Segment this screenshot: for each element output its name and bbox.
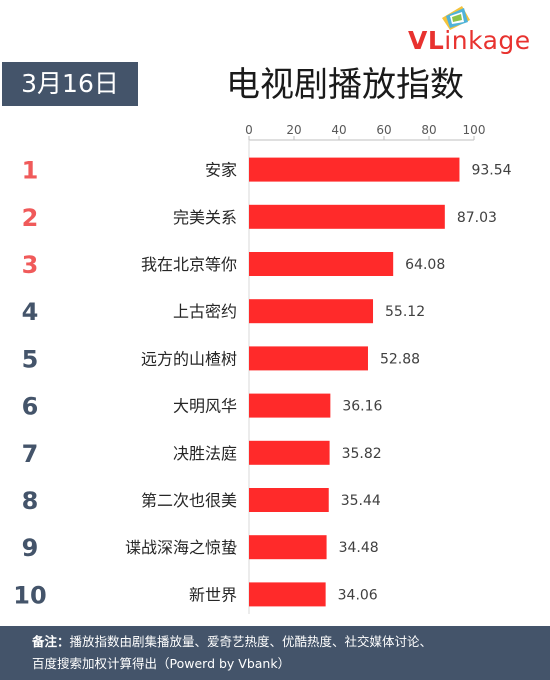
- chart-row: 3 我在北京等你 64.08: [22, 251, 446, 279]
- category-label: 上古密约: [173, 302, 237, 321]
- bar: [249, 488, 329, 512]
- bar: [249, 440, 330, 465]
- data-label: 64.08: [405, 257, 445, 273]
- data-label: 35.44: [341, 493, 381, 509]
- category-label: 第二次也很美: [141, 491, 237, 510]
- category-label: 完美关系: [173, 208, 237, 227]
- footer-line-1: 播放指数由剧集播放量、爱奇艺热度、优酷热度、社交媒体讨论、: [69, 634, 433, 649]
- data-label: 87.03: [457, 210, 497, 226]
- chart-row: 9 谍战深海之惊蛰 34.48: [22, 534, 379, 562]
- data-label: 34.06: [338, 587, 378, 603]
- footer-label: 备注：: [32, 634, 70, 649]
- chart-row: 6 大明风华 36.16: [22, 393, 383, 421]
- x-tick-label: 60: [376, 123, 391, 137]
- rank-number: 9: [22, 534, 39, 562]
- chart-row: 5 远方的山楂树 52.88: [22, 345, 420, 373]
- bar: [249, 535, 327, 560]
- data-label: 52.88: [380, 351, 420, 367]
- rank-number: 1: [22, 157, 39, 185]
- category-label: 大明风华: [173, 397, 237, 416]
- x-tick-label: 100: [463, 123, 486, 137]
- chart-row: 7 决胜法庭 35.82: [22, 440, 382, 468]
- category-label: 我在北京等你: [141, 255, 237, 274]
- bar-chart: 0 20 40 60 80 100 1 安家 93.542 完美关系 87.033 我在北京等你 64…: [13, 123, 512, 614]
- logo-text: VLinkage: [408, 26, 531, 55]
- x-tick-label: 40: [331, 123, 346, 137]
- logo-mark-icon: [442, 6, 470, 30]
- data-label: 55.12: [385, 304, 425, 320]
- vlinkage-logo: VLinkage: [408, 4, 546, 56]
- data-label: 35.82: [342, 446, 382, 462]
- chart-row: 1 安家 93.54: [22, 157, 512, 185]
- footer-line-2: 百度搜索加权计算得出（Powerd by Vbank）: [32, 656, 291, 671]
- category-label: 安家: [205, 161, 237, 180]
- bar: [249, 582, 326, 607]
- rank-number: 8: [22, 487, 39, 515]
- chart-row: 4 上古密约 55.12: [22, 298, 425, 326]
- data-label: 36.16: [342, 399, 382, 415]
- chart-row: 8 第二次也很美 35.44: [22, 487, 381, 515]
- x-tick-label: 0: [245, 123, 253, 137]
- rank-number: 2: [22, 204, 39, 232]
- rank-number: 7: [22, 440, 39, 468]
- category-label: 远方的山楂树: [141, 349, 237, 368]
- category-label: 谍战深海之惊蛰: [125, 538, 237, 557]
- chart-rows: 1 安家 93.54 2 完美关系 87.03 3 我在北京等你 64.08 4 上古密约 55.12…: [13, 157, 511, 610]
- bar: [249, 252, 394, 276]
- bar: [249, 299, 374, 324]
- bar: [249, 204, 445, 229]
- bar: [249, 393, 331, 418]
- data-label: 34.48: [339, 540, 379, 556]
- rank-number: 3: [22, 251, 39, 279]
- chart-title: 电视剧播放指数: [226, 65, 464, 105]
- rank-number: 5: [22, 345, 39, 373]
- category-label: 决胜法庭: [173, 444, 237, 463]
- bar: [249, 157, 460, 182]
- rank-number: 10: [13, 581, 46, 609]
- chart-row: 2 完美关系 87.03: [22, 204, 497, 232]
- x-tick-label: 80: [421, 123, 436, 137]
- footer-note: 备注：播放指数由剧集播放量、爱奇艺热度、优酷热度、社交媒体讨论、 百度搜索加权计…: [0, 626, 550, 680]
- chart-row: 10 新世界 34.06: [13, 581, 378, 609]
- rank-number: 4: [22, 298, 39, 326]
- bar: [249, 346, 368, 371]
- date-badge: 3月16日: [2, 62, 138, 106]
- data-label: 93.54: [471, 163, 511, 179]
- rank-number: 6: [22, 393, 39, 421]
- category-label: 新世界: [189, 585, 237, 604]
- x-tick-label: 20: [286, 123, 301, 137]
